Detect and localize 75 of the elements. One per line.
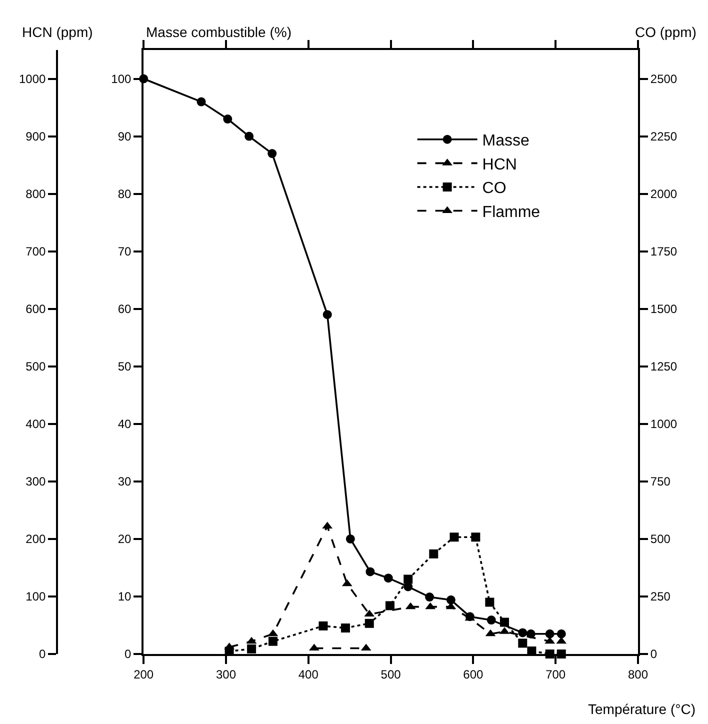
y-tick-label: 90 <box>118 129 132 144</box>
y3-axis-title: CO (ppm) <box>635 24 696 40</box>
y3-tick-label: 1500 <box>650 302 678 316</box>
point <box>223 114 232 124</box>
point <box>322 310 332 320</box>
y-tick-label: 40 <box>118 417 132 432</box>
x-axis-title: Température (°C) <box>588 701 696 717</box>
x-tick-label: 700 <box>546 667 566 682</box>
point <box>268 636 278 646</box>
point <box>556 629 566 638</box>
y-tick-label: 10 <box>118 590 132 604</box>
y-axis-title: Masse combustible (%) <box>146 24 292 40</box>
point <box>425 592 434 602</box>
y-tick-label: 70 <box>118 244 132 259</box>
point <box>340 624 350 632</box>
point <box>366 567 375 576</box>
y2-tick-label: 100 <box>26 590 46 604</box>
point <box>450 532 459 542</box>
point <box>268 149 277 158</box>
point <box>364 618 374 628</box>
y-tick-label: 50 <box>118 360 132 374</box>
y-tick-label: 60 <box>118 302 132 316</box>
y-tick-label: 80 <box>118 187 132 202</box>
y3-tick-label: 1250 <box>650 360 678 374</box>
y2-tick-label: 300 <box>26 474 46 489</box>
y2-tick-label: 200 <box>26 532 46 546</box>
point <box>247 644 256 654</box>
point <box>471 532 480 542</box>
point <box>385 601 394 610</box>
y2-tick-label: 0 <box>38 647 46 662</box>
y3-tick-label: 500 <box>650 532 671 546</box>
point <box>518 638 528 648</box>
point <box>429 549 438 558</box>
legend-label: HCN <box>482 156 517 174</box>
point <box>196 97 206 106</box>
x-tick-label: 400 <box>298 667 319 682</box>
y-tick-label: 30 <box>118 474 132 489</box>
y2-tick-label: 600 <box>26 302 46 316</box>
y2-tick-label: 1000 <box>18 72 46 86</box>
legend-label: Masse <box>482 132 530 150</box>
y3-tick-label: 0 <box>650 647 658 662</box>
y-tick-label: 20 <box>118 532 132 546</box>
point <box>485 598 494 607</box>
y2-tick-label: 800 <box>26 187 46 202</box>
point <box>384 574 393 583</box>
point <box>318 621 328 630</box>
y3-tick-label: 250 <box>650 590 671 604</box>
y3-tick-label: 2250 <box>650 129 678 144</box>
x-tick-label: 600 <box>463 667 484 682</box>
y2-tick-label: 400 <box>26 417 46 432</box>
legend-label: CO <box>482 180 506 198</box>
point <box>404 574 413 584</box>
point <box>500 618 510 627</box>
y3-tick-label: 750 <box>650 474 671 489</box>
y2-tick-label: 900 <box>26 129 46 144</box>
y-tick-label: 0 <box>124 647 132 662</box>
y2-tick-label: 500 <box>26 360 46 374</box>
point <box>446 595 456 604</box>
y3-tick-label: 2000 <box>650 187 678 202</box>
y2-axis-title: HCN (ppm) <box>22 24 93 40</box>
x-tick-label: 200 <box>134 667 154 682</box>
point <box>244 132 254 141</box>
point <box>518 628 528 638</box>
y3-tick-label: 1750 <box>650 244 678 259</box>
x-tick-label: 300 <box>216 667 236 682</box>
y-tick-label: 100 <box>111 72 132 86</box>
y3-tick-label: 2500 <box>650 72 678 86</box>
y2-tick-label: 700 <box>26 244 46 259</box>
point <box>486 616 496 625</box>
point <box>545 629 554 638</box>
legend-label: Flamme <box>482 204 540 222</box>
point <box>346 534 355 544</box>
x-tick-label: 800 <box>628 667 648 682</box>
x-tick-label: 500 <box>380 667 402 682</box>
y3-tick-label: 1000 <box>650 417 678 432</box>
